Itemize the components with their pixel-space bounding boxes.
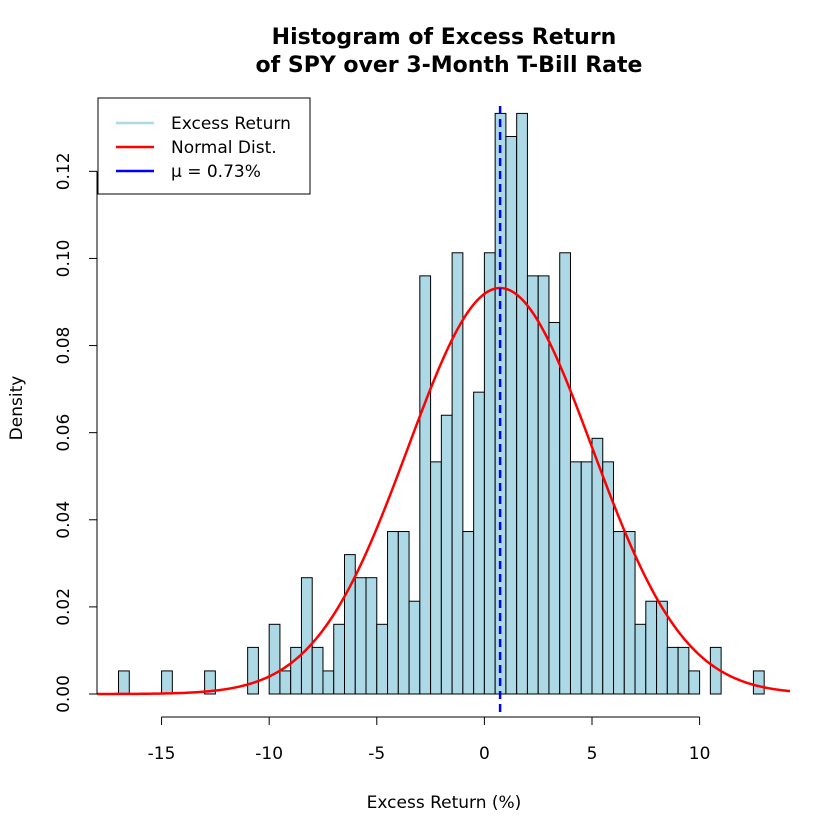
histogram-bar-8 (311, 646, 324, 695)
histogram-bar-26 (505, 135, 518, 695)
histogram-bar-1 (161, 670, 173, 695)
histogram-bar-28 (526, 275, 539, 695)
histogram-bar-5 (279, 670, 292, 695)
x-tick-label-5: 10 (689, 744, 711, 764)
histogram-bar-7 (300, 577, 313, 695)
histogram-bar-32 (569, 461, 582, 695)
histogram-bar-36 (613, 531, 625, 695)
legend-label-2: μ = 0.73% (171, 162, 261, 182)
histogram-bar-18 (419, 275, 432, 695)
histogram-bar-16 (397, 531, 410, 695)
y-tick-label-4: 0.08 (54, 327, 74, 365)
y-tick-label-5: 0.10 (54, 240, 74, 278)
histogram-bar-9 (322, 670, 335, 695)
histogram-bar-12 (354, 577, 367, 695)
x-tick-label-4: 5 (587, 744, 598, 764)
x-axis: -15 -10 -5 0 5 10 (148, 716, 711, 764)
y-axis: 0.00 0.02 0.04 0.06 0.08 0.10 0.12 (54, 152, 98, 713)
y-tick-label-1: 0.02 (54, 588, 74, 626)
histogram-bar-20 (440, 414, 453, 695)
histogram-bar-23 (473, 391, 485, 695)
chart-title-line-1: Histogram of Excess Return (272, 25, 617, 50)
histogram-bar-17 (408, 600, 421, 695)
histogram-bar-27 (516, 112, 528, 695)
histogram-bar-33 (580, 461, 593, 695)
x-tick-label-0: -15 (148, 744, 176, 764)
histogram-bar-34 (591, 437, 604, 695)
legend-label-0: Excess Return (171, 114, 291, 134)
histogram-bar-30 (548, 321, 561, 695)
histogram-bars (118, 112, 765, 695)
x-tick-label-2: -5 (368, 744, 385, 764)
histogram-bar-11 (344, 554, 356, 695)
histogram-bar-15 (387, 531, 399, 695)
normal-curve-layer (97, 286, 791, 696)
histogram-bar-31 (559, 252, 571, 695)
histogram-bar-19 (430, 461, 442, 695)
histogram-bar-21 (451, 252, 464, 695)
histogram-bar-13 (365, 577, 378, 695)
x-tick-label-3: 0 (479, 744, 490, 764)
y-tick-label-0: 0.00 (54, 675, 74, 713)
histogram-bar-14 (376, 623, 389, 695)
histogram-bar-41 (666, 646, 679, 695)
histogram-bar-4 (268, 623, 281, 695)
histogram-bar-0 (118, 670, 130, 695)
y-tick-label-2: 0.04 (54, 501, 74, 539)
histogram-bar-42 (677, 646, 690, 695)
histogram-bar-22 (462, 531, 475, 695)
y-tick-label-6: 0.12 (54, 152, 74, 190)
histogram-bar-3 (247, 646, 259, 695)
histogram-bar-37 (623, 531, 636, 695)
histogram-bar-39 (645, 600, 658, 695)
chart-title-line-2: of SPY over 3-Month T-Bill Rate (256, 53, 643, 78)
normal-distribution-curve (97, 286, 791, 696)
histogram-bar-2 (204, 670, 216, 695)
y-tick-label-3: 0.06 (54, 414, 74, 452)
x-axis-label: Excess Return (%) (367, 793, 522, 813)
histogram-bar-38 (634, 623, 647, 695)
histogram-bar-45 (752, 670, 765, 695)
histogram-bar-24 (483, 252, 496, 695)
histogram-bar-10 (333, 623, 346, 695)
x-tick-label-1: -10 (255, 744, 283, 764)
legend-label-1: Normal Dist. (171, 138, 277, 158)
histogram-bar-43 (688, 670, 701, 695)
legend: Excess Return Normal Dist. μ = 0.73% (97, 97, 311, 195)
y-axis-label: Density (7, 376, 27, 441)
